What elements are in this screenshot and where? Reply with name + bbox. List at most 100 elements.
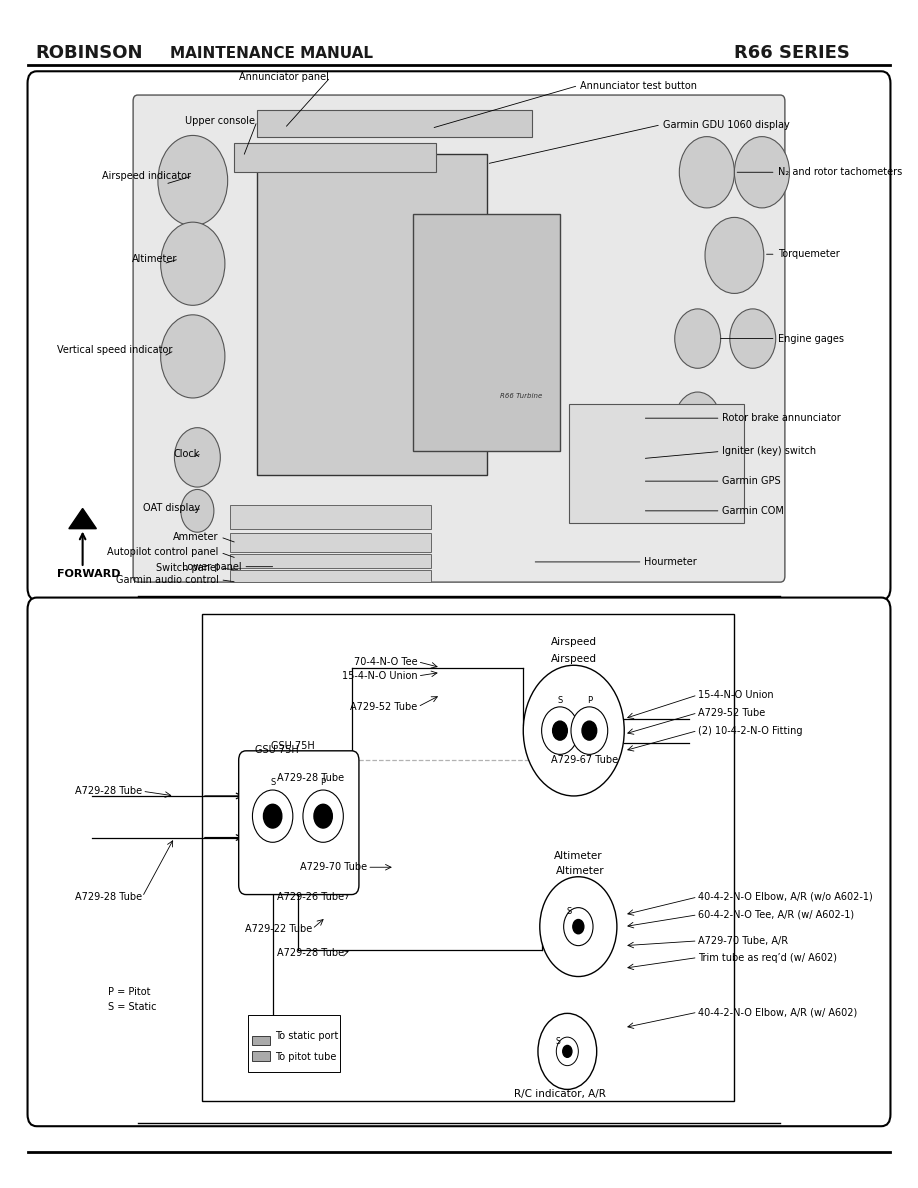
Bar [230, 570, 431, 582]
FancyBboxPatch shape [133, 95, 785, 582]
Bar [252, 1051, 270, 1061]
Circle shape [252, 790, 293, 842]
Text: Igniter (key) switch: Igniter (key) switch [722, 447, 817, 456]
Text: 15-4-N-O Union: 15-4-N-O Union [342, 671, 418, 681]
Text: Engine gages: Engine gages [778, 334, 844, 343]
Text: Airspeed indicator: Airspeed indicator [102, 171, 191, 181]
Circle shape [582, 721, 597, 740]
Text: R/C indicator, A/R: R/C indicator, A/R [514, 1089, 606, 1099]
Text: S = Static: S = Static [108, 1003, 157, 1012]
Text: A729-28 Tube: A729-28 Tube [277, 948, 344, 958]
Text: To static port: To static port [275, 1031, 339, 1041]
Text: Switch panel: Switch panel [156, 563, 218, 573]
Text: Autopilot control panel: Autopilot control panel [107, 548, 218, 557]
FancyBboxPatch shape [28, 598, 890, 1126]
Text: MAINTENANCE MANUAL: MAINTENANCE MANUAL [170, 46, 373, 61]
Text: Garmin GPS: Garmin GPS [722, 476, 781, 486]
Circle shape [679, 137, 734, 208]
Text: 40-4-2-N-O Elbow, A/R (w/o A602-1): 40-4-2-N-O Elbow, A/R (w/o A602-1) [698, 892, 872, 902]
Text: P: P [320, 778, 326, 788]
Text: A729-28 Tube: A729-28 Tube [75, 892, 142, 902]
Circle shape [553, 721, 567, 740]
Circle shape [523, 665, 624, 796]
Bar [230, 554, 431, 568]
Circle shape [556, 1037, 578, 1066]
Text: A729-28 Tube: A729-28 Tube [75, 786, 142, 796]
Bar [202, 614, 734, 1101]
Text: (2) 10-4-2-N-O Fitting: (2) 10-4-2-N-O Fitting [698, 726, 802, 735]
Circle shape [161, 315, 225, 398]
Text: Rotor brake annunciator: Rotor brake annunciator [722, 413, 841, 423]
Text: Garmin COM: Garmin COM [722, 506, 784, 516]
Bar [230, 505, 431, 529]
Text: To pitot tube: To pitot tube [275, 1053, 337, 1062]
Text: 15-4-N-O Union: 15-4-N-O Union [698, 690, 773, 700]
Text: A729-70 Tube, A/R: A729-70 Tube, A/R [698, 936, 788, 946]
Text: S: S [557, 696, 563, 706]
Bar [248, 1015, 340, 1072]
Circle shape [263, 804, 282, 828]
Text: Altimeter: Altimeter [556, 866, 604, 876]
Text: A729-67 Tube: A729-67 Tube [551, 756, 618, 765]
Text: OAT display: OAT display [143, 504, 200, 513]
Text: GSU 75H: GSU 75H [255, 745, 299, 754]
Circle shape [675, 309, 721, 368]
Bar [257, 154, 487, 475]
Text: Lower panel: Lower panel [182, 562, 241, 571]
Text: manualsarchive.com: manualsarchive.com [274, 476, 644, 712]
Circle shape [540, 877, 617, 977]
Text: Garmin GDU 1060 display: Garmin GDU 1060 display [663, 120, 789, 129]
Polygon shape [69, 508, 96, 529]
Text: ROBINSON: ROBINSON [35, 44, 142, 63]
Text: Airspeed: Airspeed [551, 655, 597, 664]
Text: P: P [587, 696, 592, 706]
Bar [230, 533, 431, 552]
Bar [413, 214, 560, 451]
Text: A729-28 Tube: A729-28 Tube [277, 773, 344, 783]
Text: S: S [566, 906, 572, 916]
Text: 40-4-2-N-O Elbow, A/R (w/ A602): 40-4-2-N-O Elbow, A/R (w/ A602) [698, 1007, 856, 1017]
FancyBboxPatch shape [239, 751, 359, 895]
Bar [257, 110, 532, 137]
Text: Upper console: Upper console [185, 116, 255, 126]
FancyBboxPatch shape [28, 71, 890, 600]
Text: N₂ and rotor tachometers: N₂ and rotor tachometers [778, 168, 901, 177]
Bar [234, 143, 436, 172]
Circle shape [734, 137, 789, 208]
Circle shape [730, 309, 776, 368]
Text: FORWARD: FORWARD [57, 569, 120, 580]
Text: 70-4-N-O Tee: 70-4-N-O Tee [354, 657, 418, 666]
Text: A729-70 Tube: A729-70 Tube [300, 862, 367, 872]
Circle shape [705, 217, 764, 293]
Text: A729-22 Tube: A729-22 Tube [245, 924, 312, 934]
Circle shape [161, 222, 225, 305]
Text: S: S [555, 1037, 561, 1047]
Text: Airspeed: Airspeed [551, 638, 597, 647]
Circle shape [174, 428, 220, 487]
Circle shape [675, 392, 721, 451]
Text: Altimeter: Altimeter [554, 852, 602, 861]
Text: A729-26 Tube: A729-26 Tube [277, 892, 344, 902]
Text: Annunciator panel: Annunciator panel [239, 72, 329, 82]
Bar [569, 404, 744, 523]
Text: Ammeter: Ammeter [173, 532, 218, 542]
Circle shape [158, 135, 228, 226]
Circle shape [571, 707, 608, 754]
Circle shape [573, 920, 584, 934]
Text: Clock: Clock [174, 449, 200, 459]
Text: R66 Turbine: R66 Turbine [500, 393, 543, 399]
Text: Annunciator test button: Annunciator test button [580, 81, 697, 90]
Circle shape [303, 790, 343, 842]
Text: Vertical speed indicator: Vertical speed indicator [57, 346, 173, 355]
Circle shape [314, 804, 332, 828]
Text: GSU 75H: GSU 75H [271, 741, 315, 751]
Circle shape [181, 489, 214, 532]
Text: 60-4-2-N-O Tee, A/R (w/ A602-1): 60-4-2-N-O Tee, A/R (w/ A602-1) [698, 910, 854, 920]
Text: Torquemeter: Torquemeter [778, 249, 839, 259]
Text: Trim tube as req’d (w/ A602): Trim tube as req’d (w/ A602) [698, 953, 836, 962]
Text: Garmin audio control: Garmin audio control [116, 575, 218, 584]
Circle shape [542, 707, 578, 754]
Text: P = Pitot: P = Pitot [108, 987, 151, 997]
Circle shape [564, 908, 593, 946]
Text: A729-52 Tube: A729-52 Tube [698, 708, 765, 718]
